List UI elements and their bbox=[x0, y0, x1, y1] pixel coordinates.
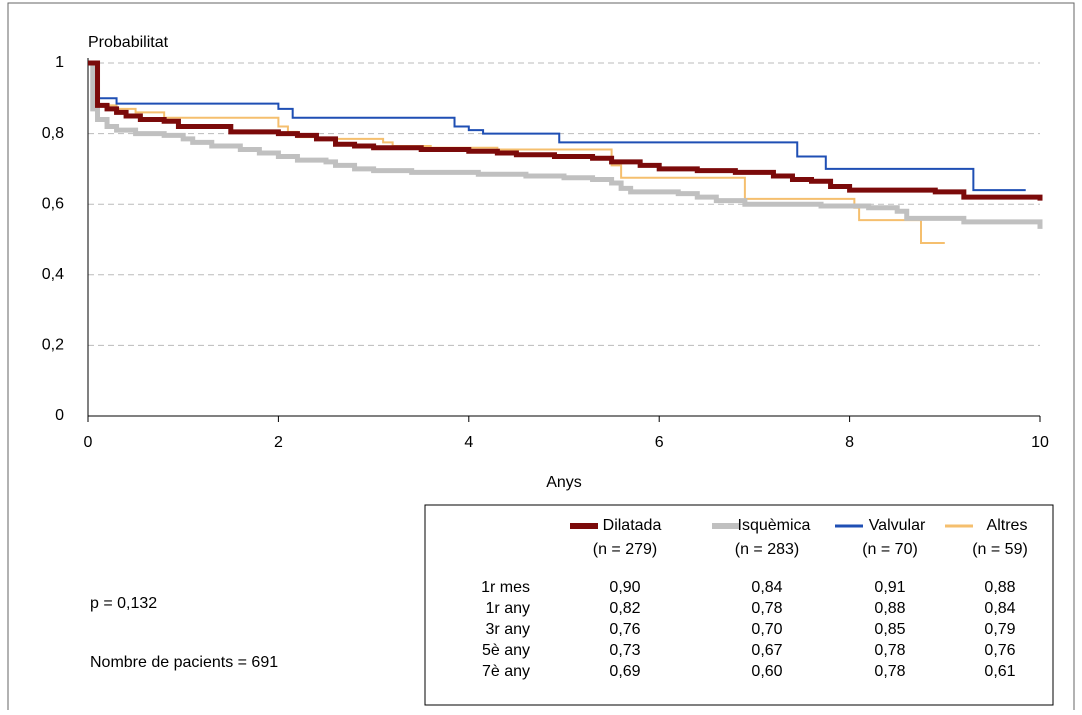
row-label: 5è any bbox=[482, 642, 530, 659]
x-tick-label: 6 bbox=[655, 434, 664, 451]
y-tick-label: 0,8 bbox=[42, 125, 64, 142]
table-cell: 0,76 bbox=[609, 621, 640, 638]
table-cell: 0,90 bbox=[609, 579, 640, 596]
y-tick-label: 0,4 bbox=[42, 266, 64, 283]
table-cell: 0,69 bbox=[609, 663, 640, 680]
table-cell: 0,60 bbox=[751, 663, 782, 680]
table-cell: 0,84 bbox=[984, 600, 1015, 617]
patient-count: Nombre de pacients = 691 bbox=[90, 654, 278, 671]
table-cell: 0,82 bbox=[609, 600, 640, 617]
legend-label: Isquèmica bbox=[738, 517, 811, 534]
table-cell: 0,88 bbox=[874, 600, 905, 617]
count-label: (n = 283) bbox=[735, 541, 799, 558]
y-tick-label: 0,6 bbox=[42, 195, 64, 212]
table-cell: 0,61 bbox=[984, 663, 1015, 680]
survival-line bbox=[88, 60, 1043, 201]
table-cell: 0,73 bbox=[609, 642, 640, 659]
legend-label: Dilatada bbox=[603, 517, 662, 534]
row-label: 3r any bbox=[486, 621, 530, 638]
row-label: 7è any bbox=[482, 663, 530, 680]
survival-line bbox=[88, 60, 1043, 229]
table-frame bbox=[424, 504, 1054, 706]
y-tick-label: 0 bbox=[55, 407, 64, 424]
table-cell: 0,76 bbox=[984, 642, 1015, 659]
table-cell: 0,78 bbox=[874, 663, 905, 680]
table-cell: 0,70 bbox=[751, 621, 782, 638]
x-tick-label: 2 bbox=[274, 434, 283, 451]
x-tick-label: 4 bbox=[464, 434, 473, 451]
count-label: (n = 279) bbox=[593, 541, 657, 558]
x-axis-title: Anys bbox=[546, 474, 582, 491]
p-value: p = 0,132 bbox=[90, 595, 157, 612]
row-label: 1r mes bbox=[481, 579, 530, 596]
row-label: 1r any bbox=[486, 600, 530, 617]
table-cell: 0,88 bbox=[984, 579, 1015, 596]
count-label: (n = 70) bbox=[862, 541, 918, 558]
y-tick-label: 1 bbox=[55, 54, 64, 71]
legend-label: Altres bbox=[987, 517, 1028, 534]
survival-line bbox=[88, 62, 945, 245]
y-axis-title: Probabilitat bbox=[88, 34, 169, 51]
table-cell: 0,84 bbox=[751, 579, 782, 596]
x-tick-label: 10 bbox=[1031, 434, 1049, 451]
table-cell: 0,67 bbox=[751, 642, 782, 659]
x-tick-label: 8 bbox=[845, 434, 854, 451]
table-cell: 0,78 bbox=[874, 642, 905, 659]
legend-label: Valvular bbox=[869, 517, 926, 534]
table-cell: 0,78 bbox=[751, 600, 782, 617]
y-tick-label: 0,2 bbox=[42, 337, 64, 354]
survival-line bbox=[88, 62, 1026, 192]
table-cell: 0,91 bbox=[874, 579, 905, 596]
x-tick-label: 0 bbox=[84, 434, 93, 451]
table-cell: 0,85 bbox=[874, 621, 905, 638]
frame bbox=[7, 2, 1075, 715]
count-label: (n = 59) bbox=[972, 541, 1028, 558]
table-cell: 0,79 bbox=[984, 621, 1015, 638]
